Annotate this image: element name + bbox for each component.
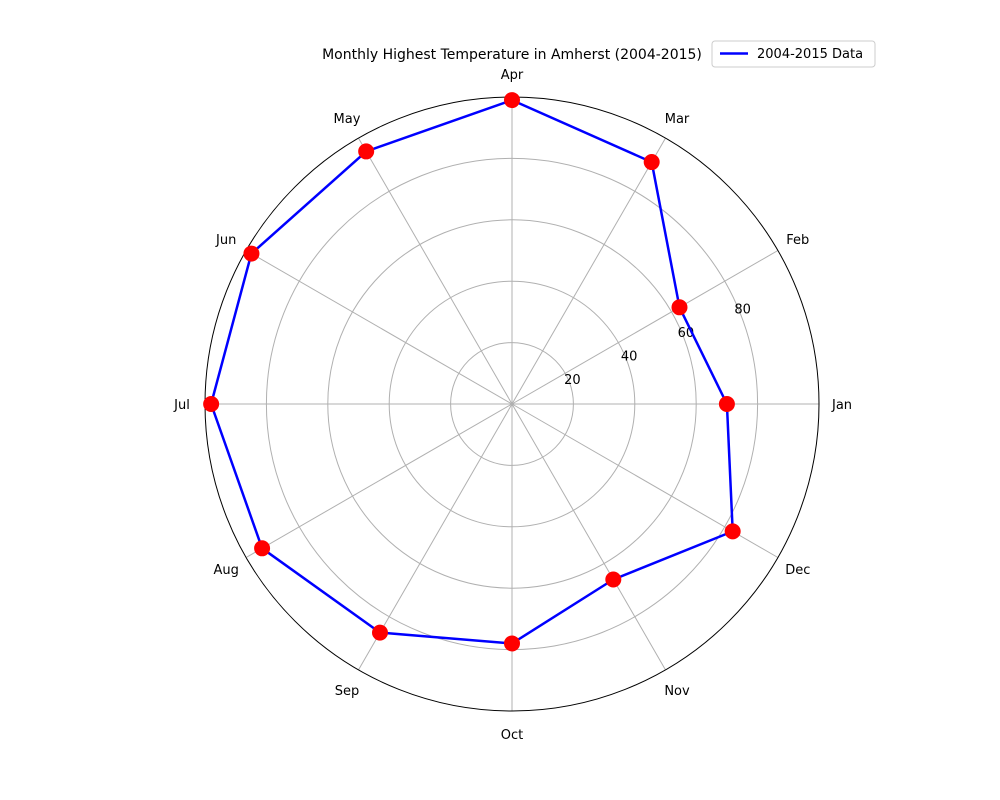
series-line-0 xyxy=(209,98,734,645)
legend-box xyxy=(711,40,876,68)
grid-spoke-may xyxy=(358,137,513,405)
data-point-aug xyxy=(254,540,271,557)
category-label-jun: Jun xyxy=(215,233,236,248)
radial-tick-label-20: 20 xyxy=(564,373,581,388)
tick-labels: Jan Feb Mar Apr May Jun Jul Aug Sep Oct Nov Dec 20 40… xyxy=(173,68,852,743)
category-label-jan: Jan xyxy=(831,398,852,413)
data-point-feb xyxy=(671,299,688,316)
grid-spoke-jun xyxy=(245,250,513,405)
series-layer xyxy=(203,92,741,652)
data-point-oct xyxy=(504,635,520,652)
category-label-feb: Feb xyxy=(786,233,809,248)
legend-label: 2004-2015 Data xyxy=(757,47,863,62)
radial-tick-label-80: 80 xyxy=(734,302,751,317)
category-label-mar: Mar xyxy=(665,112,690,127)
category-label-sep: Sep xyxy=(335,684,360,699)
category-label-dec: Dec xyxy=(785,563,810,578)
grid-spoke-mar xyxy=(511,137,666,405)
category-label-oct: Oct xyxy=(501,728,523,743)
data-point-mar xyxy=(643,154,660,171)
data-point-jul xyxy=(203,396,220,412)
data-point-sep xyxy=(371,624,388,641)
category-label-may: May xyxy=(334,112,361,127)
category-label-jul: Jul xyxy=(173,398,190,413)
radial-tick-label-40: 40 xyxy=(621,349,638,364)
data-point-jun xyxy=(243,245,260,262)
data-point-apr xyxy=(504,92,520,109)
category-label-nov: Nov xyxy=(664,684,690,699)
chart-title: Monthly Highest Temperature in Amherst (… xyxy=(322,47,702,63)
data-point-may xyxy=(358,143,375,160)
data-point-dec xyxy=(724,523,741,540)
grid-spoke-feb xyxy=(511,250,779,405)
grid-spoke-sep xyxy=(358,403,513,671)
data-point-nov xyxy=(605,571,622,588)
legend: 2004-2015 Data xyxy=(711,40,876,68)
grid-spoke-aug xyxy=(245,403,513,558)
grid-spoke-nov xyxy=(511,403,666,671)
category-label-apr: Apr xyxy=(501,68,524,83)
category-label-aug: Aug xyxy=(213,563,238,578)
data-point-jan xyxy=(718,396,735,412)
